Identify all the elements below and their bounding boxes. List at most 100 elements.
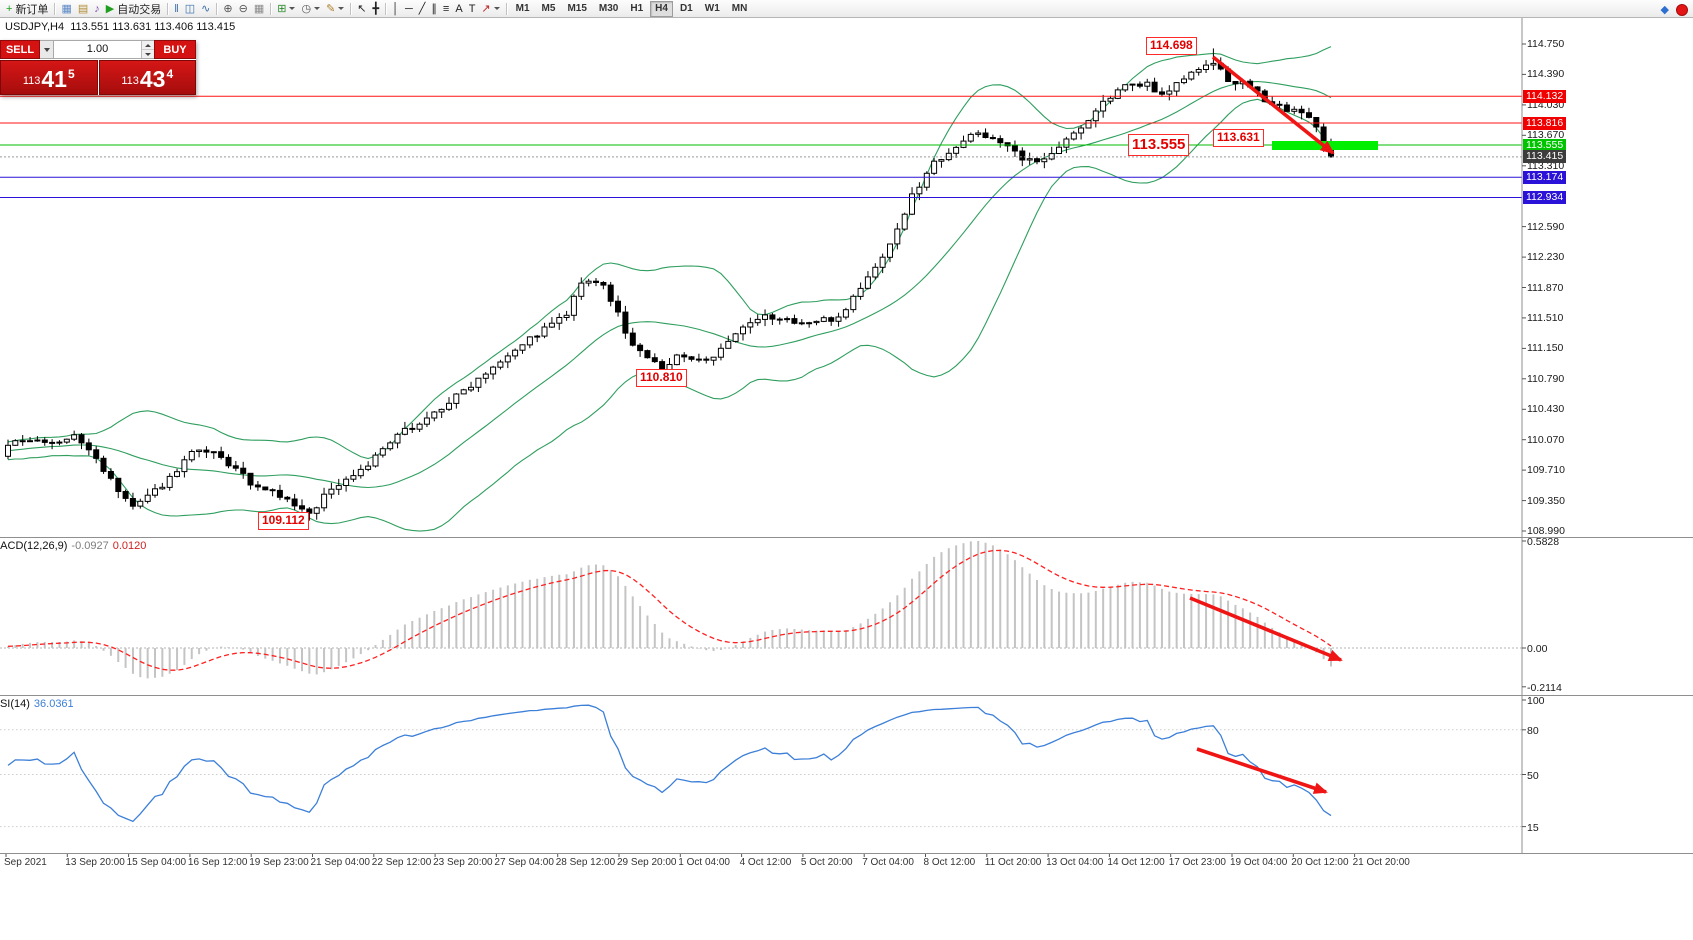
main-toolbar: + 新订单 ▦ ▤ ♪ ▶ 自动交易 ‖ ◫ ∿ ⊕ ⊖ ▦ ⊞ ◷ ✎ ↖ ╋ │ ─ ╱ ∥ ≡ A T ↗ M1 M5 M15 M3…	[0, 0, 1693, 18]
fibonacci-icon[interactable]: ≡	[440, 1, 452, 17]
zoom-in-icon-glyph: ⊕	[223, 2, 233, 15]
buy-price-big: 43	[139, 66, 166, 92]
trend-arrow-main[interactable]	[1211, 55, 1335, 155]
crosshair-icon-glyph: ╋	[372, 2, 380, 15]
cursor-icon-glyph: ↖	[357, 2, 367, 15]
trend-arrow-macd[interactable]	[1189, 596, 1343, 662]
quick-help-icon[interactable]: ◆	[1660, 4, 1669, 16]
label-tool-icon[interactable]: T	[466, 1, 479, 17]
candlestick-chart-icon-glyph: ◫	[184, 2, 196, 15]
notification-dot[interactable]	[1676, 4, 1688, 16]
fibonacci-icon-glyph: ≡	[442, 2, 450, 15]
autotrading-button-glyph: ▶	[105, 2, 115, 15]
timeframe-button-m5[interactable]: M5	[541, 2, 556, 14]
timeframe-button-w1[interactable]: W1	[704, 2, 720, 14]
chevron-down-icon	[314, 7, 321, 10]
sell-tab[interactable]: SELL	[0, 40, 40, 59]
timeframe-button-m1[interactable]: M1	[515, 2, 530, 14]
rsi-label: RSI(14)36.0361	[0, 698, 74, 710]
toolbar-separator	[505, 2, 507, 15]
panel-separator[interactable]	[0, 537, 1693, 538]
autotrading-button-label: 自动交易	[117, 3, 162, 16]
timeframe-button-h1[interactable]: H1	[630, 2, 644, 14]
zoom-in-icon[interactable]: ⊕	[220, 1, 235, 17]
grid-icon[interactable]: ▦	[251, 1, 267, 17]
chevron-down-icon	[145, 52, 151, 56]
timeframe-button-m30[interactable]: M30	[598, 2, 619, 14]
period-icon[interactable]: ◷	[298, 1, 323, 17]
templates-icon[interactable]: ✎	[323, 1, 347, 17]
buy-tab[interactable]: BUY	[154, 40, 196, 59]
charts-window-icon[interactable]: ▦	[58, 1, 74, 17]
new-chart-icon-glyph: ⊞	[277, 2, 287, 15]
volume-up-button[interactable]	[142, 41, 154, 50]
panel-separator[interactable]	[0, 695, 1693, 696]
macd-signal-value: 0.0120	[112, 540, 147, 552]
cursor-icon[interactable]: ↖	[354, 1, 369, 17]
rsi-value: 36.0361	[33, 698, 74, 710]
horizontal-line-icon[interactable]: ─	[402, 1, 416, 17]
chevron-up-icon	[145, 43, 151, 47]
new-chart-icon[interactable]: ⊞	[274, 1, 298, 17]
zoom-out-icon-glyph: ⊖	[238, 2, 248, 15]
channel-icon[interactable]: ∥	[428, 1, 440, 17]
ohlc-values: 113.551 113.631 113.406 113.415	[70, 21, 236, 33]
vertical-line-icon[interactable]: │	[389, 1, 402, 17]
macd-main-value: -0.0927	[71, 540, 109, 552]
sell-button[interactable]: 113 41 5	[0, 60, 98, 95]
toolbar-separator	[385, 2, 387, 15]
alert-sound-icon[interactable]: ♪	[91, 1, 103, 17]
arrow-tool-icon-glyph: ↗	[481, 2, 491, 15]
bar-chart-icon[interactable]: ‖	[171, 1, 182, 17]
chart-title: USDJPY,H4 113.551 113.631 113.406 113.41…	[5, 21, 235, 33]
symbol-timeframe-label: USDJPY,H4	[5, 21, 65, 33]
crosshair-icon[interactable]: ╋	[370, 1, 383, 17]
main-chart-panel[interactable]	[0, 18, 1522, 537]
chevron-down-icon	[338, 7, 345, 10]
volume-dropdown-button[interactable]	[40, 40, 54, 59]
templates-icon-glyph: ✎	[326, 2, 336, 15]
autotrading-button[interactable]: ▶ 自动交易	[103, 1, 164, 17]
volume-input[interactable]: 1.00	[54, 40, 154, 59]
grid-icon-glyph: ▦	[253, 2, 265, 15]
profiles-icon[interactable]: ▤	[75, 1, 91, 17]
macd-panel[interactable]	[0, 537, 1522, 695]
text-tool-icon[interactable]: A	[452, 1, 465, 17]
rsi-panel[interactable]	[0, 695, 1522, 853]
sell-price-pip: 5	[67, 67, 75, 81]
volume-value[interactable]: 1.00	[86, 43, 109, 55]
trend-arrow-rsi[interactable]	[1196, 747, 1328, 794]
channel-icon-glyph: ∥	[431, 2, 437, 15]
volume-down-button[interactable]	[142, 50, 154, 58]
toolbar-right-icons: ◆	[1661, 2, 1688, 18]
time-axis[interactable]	[0, 853, 1522, 875]
sell-price-prefix: 113	[22, 75, 41, 87]
zoom-out-icon[interactable]: ⊖	[236, 1, 251, 17]
toolbar-separator	[167, 2, 169, 15]
charts-window-icon-glyph: ▦	[61, 2, 72, 15]
timeframe-button-h4[interactable]: H4	[650, 0, 673, 17]
trendline-icon-glyph: ╱	[418, 2, 426, 15]
buy-button[interactable]: 113 43 4	[98, 60, 196, 95]
candlestick-chart-icon[interactable]: ◫	[182, 1, 198, 17]
macd-signal-line	[7, 549, 1332, 671]
alert-sound-icon-glyph: ♪	[94, 2, 100, 15]
toolbar-separator	[54, 2, 56, 15]
rsi-line	[7, 704, 1332, 823]
timeframe-button-m15[interactable]: M15	[567, 2, 587, 14]
timeframe-button-mn[interactable]: MN	[731, 2, 748, 14]
line-chart-icon[interactable]: ∿	[198, 1, 213, 17]
trendline-icon[interactable]: ╱	[416, 1, 429, 17]
vertical-line-icon-glyph: │	[392, 2, 399, 15]
timeframe-button-d1[interactable]: D1	[679, 2, 693, 14]
horizontal-level-lines[interactable]	[0, 95, 1522, 198]
panel-separator[interactable]	[0, 853, 1693, 854]
toolbar-separator	[350, 2, 352, 15]
arrow-tool-icon[interactable]: ↗	[478, 1, 502, 17]
price-axis[interactable]	[1522, 18, 1582, 853]
sell-price-big: 41	[41, 66, 67, 92]
new-order-button[interactable]: + 新订单	[3, 1, 51, 17]
